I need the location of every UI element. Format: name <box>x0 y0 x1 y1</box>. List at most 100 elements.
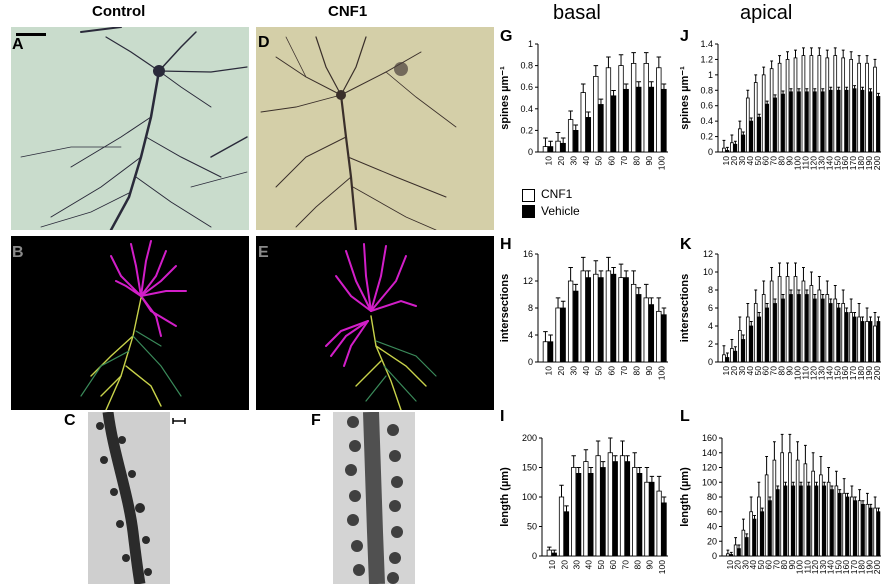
error-bar <box>636 287 642 295</box>
bar-vehicle <box>775 489 780 557</box>
bar-vehicle <box>830 489 834 557</box>
x-tick-label: 140 <box>826 560 836 574</box>
error-bar <box>809 47 813 56</box>
error-bar <box>643 283 649 298</box>
error-bar <box>825 49 829 58</box>
error-bar <box>765 100 769 105</box>
error-bar <box>611 267 616 275</box>
bar-vehicle <box>805 91 809 153</box>
bar-cnf1 <box>785 59 790 153</box>
error-bar <box>873 312 877 326</box>
y-tick-label: 4 <box>708 321 713 331</box>
error-bar <box>613 455 618 462</box>
y-tick-label: 0.4 <box>520 104 533 114</box>
dendrite-scale-bar-icon <box>172 418 186 424</box>
bar-cnf1 <box>741 529 746 557</box>
error-bar <box>734 537 738 545</box>
panel-label-E: E <box>258 244 269 261</box>
bar-cnf1 <box>801 280 806 363</box>
bar-cnf1 <box>785 276 790 363</box>
bar-cnf1 <box>567 119 574 153</box>
y-tick-label: 0 <box>532 551 537 561</box>
bar-vehicle <box>806 485 811 557</box>
bar-vehicle <box>781 298 785 363</box>
bar-cnf1 <box>849 312 853 363</box>
bar-cnf1 <box>834 485 839 557</box>
y-tick-label: 0.8 <box>700 85 713 95</box>
panel-label-H: H <box>500 236 512 253</box>
chart-H-intersections-basal: intersections 0 4 8 12 16 10 20 30 40 50 60 70 80 90 10… <box>500 250 668 380</box>
y-tick-label: 0.6 <box>700 101 713 111</box>
cnf1-soma-icon <box>336 90 346 100</box>
bar-vehicle <box>757 316 762 363</box>
x-tick-label: 170 <box>848 156 858 170</box>
y-tick-label: 8 <box>528 303 533 313</box>
bar-vehicle <box>845 496 850 557</box>
x-tick-label: 30 <box>740 560 750 570</box>
error-bar <box>749 321 753 326</box>
bar-vehicle <box>828 303 833 363</box>
x-tick-label: 20 <box>733 560 743 570</box>
error-bar <box>765 303 769 308</box>
apical-region-title: apical <box>740 2 793 24</box>
cnf1-golgi-photo <box>256 27 494 230</box>
bar-vehicle <box>725 150 730 153</box>
bar-cnf1 <box>643 63 649 153</box>
bar-vehicle <box>868 321 873 363</box>
bar-vehicle <box>814 485 819 557</box>
error-bar <box>749 496 753 512</box>
x-tick-label: 170 <box>848 366 858 380</box>
error-bar <box>547 546 552 551</box>
y-axis-title: length (µm) <box>680 467 691 527</box>
bar-vehicle <box>737 548 741 557</box>
y-tick-label: 60 <box>707 507 717 517</box>
bar-vehicle <box>797 294 801 363</box>
error-bar <box>583 449 589 462</box>
bar-cnf1 <box>580 92 586 153</box>
x-tick-label: 70 <box>769 366 779 376</box>
error-bar <box>780 433 784 453</box>
error-bar <box>560 300 566 308</box>
error-bar <box>830 485 834 490</box>
error-bar <box>821 88 825 92</box>
x-tick-label: 20 <box>556 156 566 166</box>
bar-vehicle <box>649 481 655 557</box>
bar-vehicle <box>661 88 667 153</box>
bar-vehicle <box>624 461 631 557</box>
legend-vehicle-swatch <box>522 205 535 218</box>
error-bar <box>861 86 864 91</box>
x-tick-label: 100 <box>657 156 667 170</box>
bar-vehicle <box>789 294 793 363</box>
x-tick-label: 40 <box>581 156 591 166</box>
bar-vehicle <box>623 277 629 363</box>
error-bar <box>845 307 849 313</box>
error-bar <box>754 74 758 83</box>
error-bar <box>745 533 749 538</box>
x-tick-label: 80 <box>633 560 643 570</box>
bar-cnf1 <box>801 55 806 153</box>
error-bar <box>833 47 837 56</box>
error-bar <box>796 441 800 461</box>
error-bar <box>656 475 662 492</box>
bar-cnf1 <box>605 67 612 153</box>
y-tick-label: 4 <box>528 330 533 340</box>
y-axis-title: length (µm) <box>500 467 511 527</box>
x-tick-label: 120 <box>808 156 818 170</box>
x-tick-label: 90 <box>644 366 654 376</box>
y-tick-label: 120 <box>702 463 717 473</box>
y-tick-label: 0 <box>528 357 533 367</box>
bar-cnf1 <box>761 294 766 363</box>
y-tick-label: 160 <box>702 433 717 443</box>
error-bar <box>580 83 586 93</box>
error-bar <box>573 124 579 131</box>
error-bar <box>559 484 564 497</box>
error-bar <box>797 88 801 92</box>
bar-vehicle <box>600 467 606 557</box>
x-tick-label: 20 <box>556 366 566 376</box>
bar-cnf1 <box>593 273 599 363</box>
error-bar <box>877 92 880 97</box>
bar-vehicle <box>797 91 801 153</box>
error-bar <box>564 505 569 512</box>
bar-vehicle <box>741 134 746 153</box>
panel-label-B: B <box>12 244 24 261</box>
